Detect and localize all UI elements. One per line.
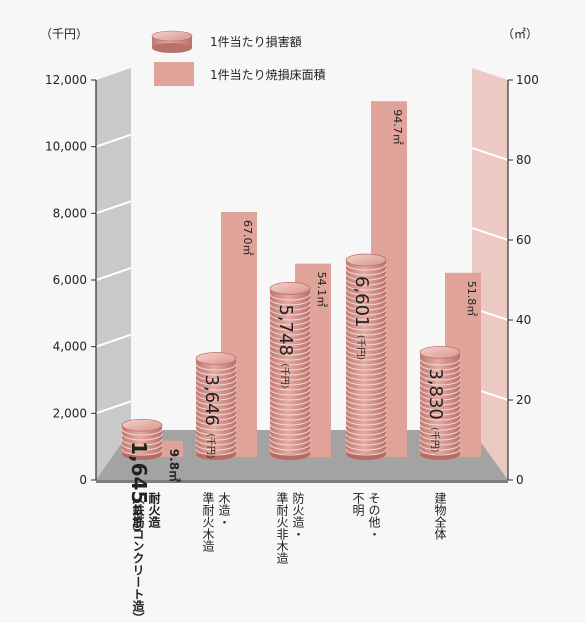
gridline-left — [95, 400, 132, 415]
gridline-left — [95, 333, 132, 348]
left-unit-label: （千円） — [40, 27, 88, 41]
gridline-right — [471, 227, 509, 241]
category-label: 耐火造 — [147, 491, 161, 529]
coin-stack — [345, 253, 387, 460]
category-label: 防火造・ — [291, 491, 305, 540]
category-label: 建物全体 — [433, 492, 447, 541]
coin-stack — [419, 345, 461, 460]
area-value-label: 94.7㎡ — [391, 109, 404, 145]
area-value-label: 54.1㎡ — [315, 272, 328, 308]
right-tick-label: 20 — [516, 393, 531, 407]
legend-area-swatch — [154, 62, 194, 86]
right-tick-label: 60 — [516, 233, 531, 247]
right-tick-label: 40 — [516, 313, 531, 327]
gridline-left — [95, 200, 132, 215]
right-tick-label: 100 — [516, 73, 539, 87]
left-tick-label: 12,000 — [45, 73, 87, 87]
right-axis-ticks: 0 20 40 60 80 100 — [508, 73, 539, 487]
loss-unit-label: (千円) — [131, 505, 143, 531]
category-label: その他・ — [367, 492, 381, 540]
coin-stack — [121, 418, 163, 460]
legend-loss-label: 1件当たり損害額 — [210, 34, 302, 49]
left-tick-label: 4,000 — [53, 340, 87, 354]
loss-unit-label: (千円) — [355, 335, 366, 360]
category-labels: 耐火造（鉄筋コンクリート造） 木造・準耐火木造 防火造・準耐火非木造 その他・不明 建物… — [131, 491, 447, 623]
gridline-right — [471, 147, 509, 161]
category-label: 不明 — [351, 492, 365, 517]
left-axis-ticks: 0 2,000 4,000 6,000 8,000 10,000 12,000 — [45, 73, 96, 487]
left-tick-label: 0 — [79, 473, 87, 487]
category-label: 木造・ — [217, 492, 231, 528]
loss-unit-label: (千円) — [429, 427, 440, 452]
coin-stack — [269, 282, 311, 460]
gridline-left — [95, 267, 132, 281]
coin-stack — [195, 352, 237, 460]
right-tick-label: 0 — [516, 473, 524, 487]
gridline-left — [95, 133, 132, 148]
floor-front — [96, 480, 508, 483]
loss-unit-label: (千円) — [205, 433, 216, 458]
area-value-label: 51.8㎡ — [465, 281, 478, 317]
legend: 1件当たり損害額 1件当たり焼損床面積 — [151, 30, 326, 86]
legend-coin-swatch — [151, 30, 193, 53]
coin-stacks: 1,645(千円)3,646(千円)5,748(千円)6,601(千円)3,83… — [121, 253, 461, 531]
category-label: 準耐火木造 — [201, 491, 215, 552]
loss-value-label: 5,748 — [275, 304, 296, 356]
left-tick-label: 6,000 — [53, 273, 87, 287]
loss-value-label: 6,601 — [351, 276, 372, 328]
category-label: 準耐火非木造 — [275, 491, 289, 564]
area-value-label: 9.8㎡ — [167, 449, 182, 482]
loss-unit-label: (千円) — [279, 363, 290, 388]
left-tick-label: 8,000 — [53, 206, 87, 220]
loss-value-label: 3,646 — [201, 374, 222, 426]
category-sublabel: （鉄筋コンクリート造） — [131, 492, 145, 623]
legend-area-label: 1件当たり焼損床面積 — [210, 67, 326, 82]
loss-value-label: 1,645 — [127, 441, 151, 504]
right-tick-label: 80 — [516, 153, 531, 167]
right-unit-label: （㎡） — [502, 27, 538, 41]
left-tick-label: 10,000 — [45, 140, 87, 154]
loss-value-label: 3,830 — [425, 368, 446, 420]
left-tick-label: 2,000 — [53, 406, 87, 420]
area-value-label: 67.0㎡ — [241, 220, 254, 256]
